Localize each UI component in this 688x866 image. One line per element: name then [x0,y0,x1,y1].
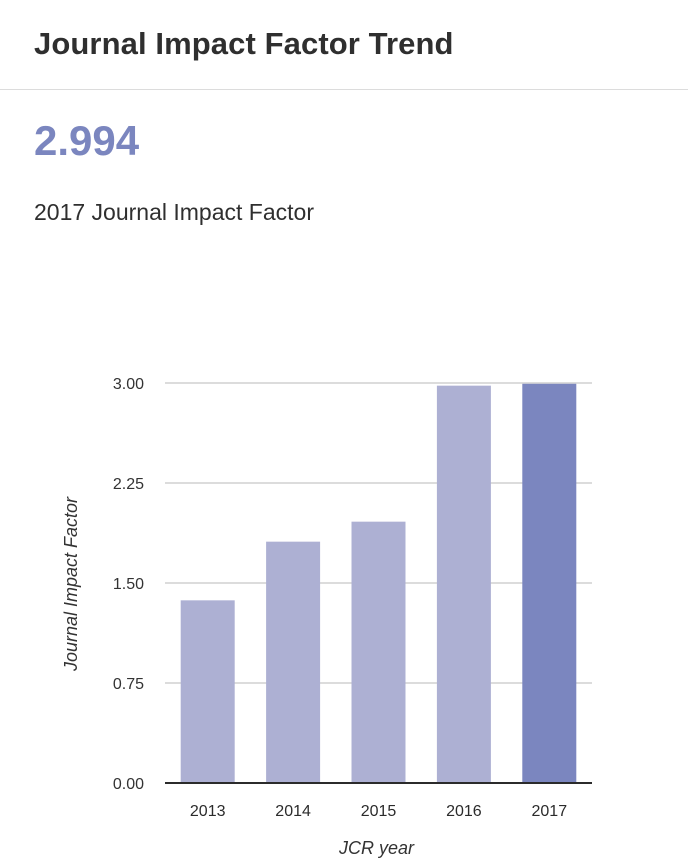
x-tick-label: 2013 [190,803,226,820]
y-tick-label: 3.00 [113,376,144,393]
y-tick-label: 0.00 [113,776,144,793]
y-tick-label: 2.25 [113,476,144,493]
y-tick-label: 0.75 [113,676,144,693]
impact-factor-value: 2.994 [34,117,140,164]
panel-title: Journal Impact Factor Trend [34,26,454,61]
x-tick-label: 2017 [532,803,568,820]
bar-2016 [436,385,491,783]
x-tick-label: 2015 [361,803,397,820]
x-tick-label: 2016 [446,803,482,820]
panel-header: Journal Impact Factor Trend [0,0,688,90]
bar-2015 [351,521,406,783]
bar-2013 [180,600,235,783]
x-axis-title: JCR year [338,838,415,858]
x-tick-label: 2014 [275,803,311,820]
impact-factor-label: 2017 Journal Impact Factor [34,199,314,225]
y-tick-label: 1.50 [113,576,144,593]
bar-2014 [266,541,321,783]
y-axis-title: Journal Impact Factor [61,496,81,672]
bar-2017 [522,383,577,783]
